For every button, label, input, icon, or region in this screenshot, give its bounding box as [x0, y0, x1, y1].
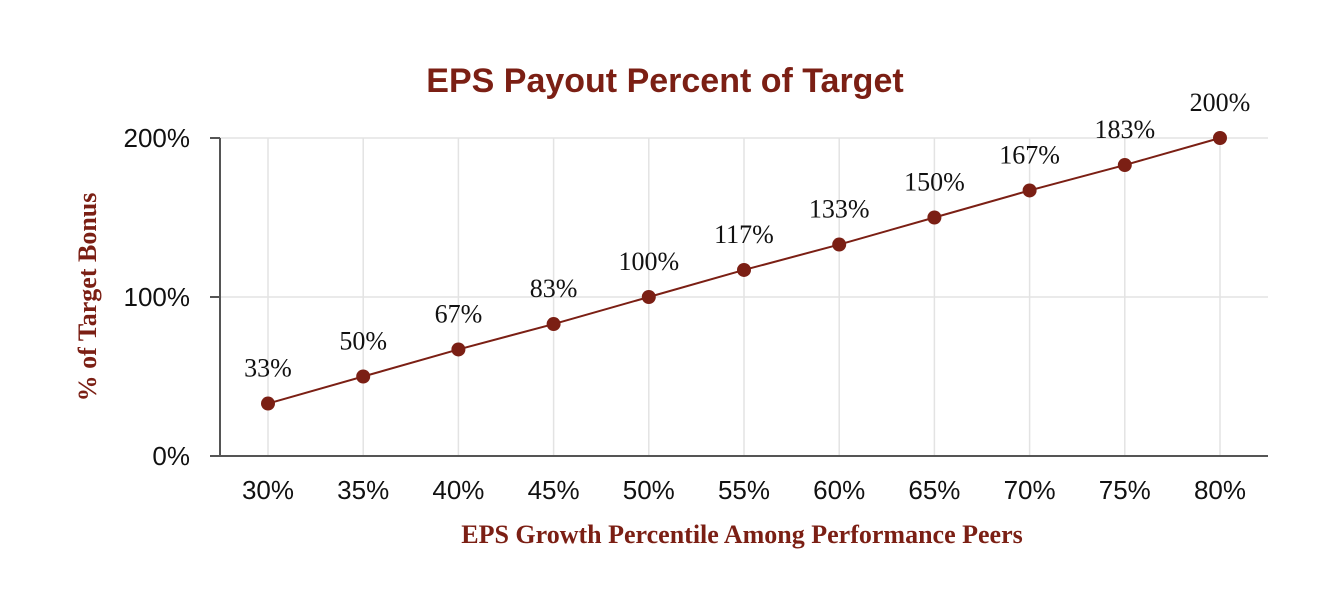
x-tick-label-6: 60% [813, 475, 865, 505]
x-tick-label-5: 55% [718, 475, 770, 505]
data-label-8: 167% [999, 140, 1060, 169]
x-axis-ticks: 30% 35% 40% 45% 50% 55% 60% 65% 70% 75% 80% [242, 475, 1246, 505]
data-label-2: 67% [435, 299, 483, 328]
data-point-4 [641, 290, 656, 304]
data-label-1: 50% [339, 327, 387, 356]
x-tick-label-8: 70% [1004, 475, 1056, 505]
data-points [261, 131, 1227, 411]
data-labels: 33% 50% 67% 83% 100% 117% 133% 150% 167% 183% 200% [244, 88, 1250, 383]
data-point-0 [261, 396, 275, 411]
data-point-2 [451, 342, 466, 357]
data-label-4: 100% [618, 247, 679, 276]
data-point-1 [356, 369, 371, 384]
x-tick-label-1: 35% [337, 475, 389, 505]
x-tick-label-4: 50% [623, 475, 675, 505]
data-point-8 [1022, 183, 1037, 198]
data-point-10 [1213, 131, 1227, 145]
grid [220, 137, 1268, 456]
data-point-9 [1117, 158, 1132, 173]
data-label-10: 200% [1190, 88, 1251, 117]
data-label-6: 133% [809, 195, 870, 224]
chart-title: EPS Payout Percent of Target [426, 62, 903, 100]
data-label-7: 150% [904, 168, 965, 197]
data-label-0: 33% [244, 354, 292, 383]
y-axis-title: % of Target Bonus [73, 193, 102, 402]
x-tick-label-3: 45% [528, 475, 580, 505]
data-point-6 [832, 237, 847, 252]
x-tick-label-7: 65% [908, 475, 960, 505]
x-axis-title: EPS Growth Percentile Among Performance … [461, 520, 1023, 549]
data-point-3 [546, 317, 561, 332]
data-point-7 [927, 210, 942, 225]
x-tick-label-10: 80% [1194, 475, 1246, 505]
x-tick-label-0: 30% [242, 475, 294, 505]
y-tick-label-2: 200% [124, 123, 191, 153]
x-tick-label-2: 40% [432, 475, 484, 505]
x-tick-label-9: 75% [1099, 475, 1151, 505]
data-point-5 [737, 262, 751, 277]
y-tick-label-1: 100% [124, 282, 191, 312]
y-axis-ticks: 0% 100% 200% [124, 123, 220, 471]
data-label-3: 83% [530, 274, 578, 303]
data-label-5: 117% [714, 220, 774, 249]
y-tick-label-0: 0% [152, 441, 190, 471]
data-label-9: 183% [1094, 115, 1155, 144]
